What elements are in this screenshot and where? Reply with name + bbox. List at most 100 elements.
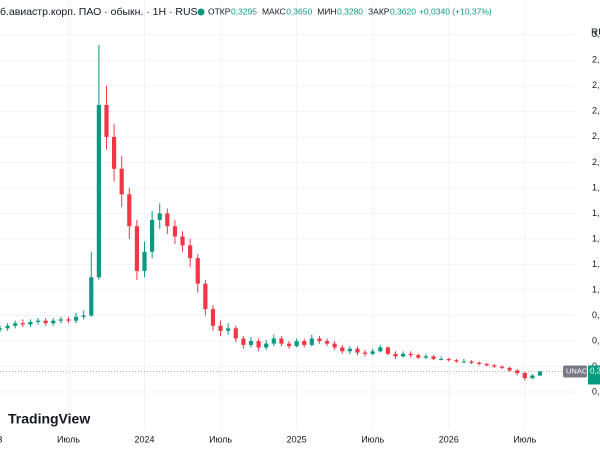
- candle-body: [13, 323, 18, 326]
- candle-body: [28, 321, 33, 325]
- candle-body: [73, 316, 79, 321]
- legend-change: +0,0340 (+10,37%): [419, 6, 492, 16]
- candle-body: [157, 213, 162, 220]
- candle-body: [20, 323, 25, 325]
- candle-body: [271, 338, 276, 344]
- candle-body: [454, 360, 459, 362]
- y-tick-label: 1,6000: [592, 208, 600, 218]
- candle-body: [180, 236, 185, 246]
- candle-body: [66, 319, 71, 321]
- candle-body: [264, 343, 269, 348]
- candle-body: [279, 338, 284, 344]
- candle-body: [347, 348, 352, 352]
- price-label: 0,3620: [590, 367, 600, 376]
- candle-body: [355, 348, 360, 353]
- candle-body: [423, 356, 429, 358]
- symbol-chip: [563, 365, 587, 378]
- candle-body: [5, 325, 10, 329]
- y-tick-label: 2,6000: [592, 80, 600, 90]
- chart-title: б.авиастр.корп. ПАО · обыкн. · 1Н · RUS: [0, 6, 198, 18]
- y-tick-label: 0,2000: [592, 387, 600, 397]
- candle-body: [111, 136, 117, 169]
- candle-body: [210, 309, 216, 326]
- y-tick-label: 2,4000: [592, 106, 600, 116]
- candle-body: [172, 226, 178, 237]
- candle-body: [188, 245, 193, 259]
- x-tick-label: Июль: [361, 434, 384, 444]
- candle-body: [507, 367, 512, 371]
- candle-body: [477, 362, 482, 365]
- candle-body: [256, 341, 261, 348]
- candle-body: [393, 353, 398, 357]
- candle-body: [286, 343, 292, 347]
- candles: [0, 44, 543, 381]
- candle-body: [150, 219, 155, 252]
- symbol-label: UNAC: [566, 366, 588, 375]
- y-tick-label: 0,6000: [592, 335, 600, 345]
- currency: RUB: [591, 28, 600, 39]
- candle-body: [241, 338, 246, 345]
- x-tick-label: Июль: [209, 434, 232, 444]
- candle-body: [385, 347, 390, 354]
- candle-body: [51, 320, 56, 324]
- candle-body: [439, 358, 444, 360]
- candle-body: [248, 341, 254, 345]
- candle-body: [446, 358, 451, 361]
- y-tick-label: 2,2000: [592, 131, 600, 141]
- candle-body: [401, 353, 406, 357]
- candle-body: [195, 258, 200, 284]
- y-tick-label: 1,4000: [592, 233, 600, 243]
- candle-body: [492, 365, 497, 367]
- candle-body: [416, 355, 421, 358]
- legend-value: 0,3620: [390, 6, 416, 16]
- x-tick-label: 2026: [439, 434, 459, 444]
- legend-label: ОТКР: [208, 6, 231, 16]
- candle-body: [530, 375, 535, 379]
- candle-body: [362, 352, 368, 354]
- candle-body: [332, 343, 337, 348]
- legend-value: 0,3280: [337, 6, 363, 16]
- candle-body: [226, 328, 231, 331]
- x-tick-label: 2023: [0, 434, 2, 444]
- x-tick-label: Июль: [57, 434, 80, 444]
- candle-body: [522, 372, 527, 379]
- candle-body: [370, 351, 375, 354]
- candle-body: [294, 341, 299, 347]
- candle-body: [499, 366, 505, 368]
- candle-body: [35, 320, 41, 322]
- candle-body: [89, 277, 94, 316]
- legend-label: ЗАКР: [368, 6, 390, 16]
- candle-body: [96, 104, 101, 278]
- x-tick-label: 2025: [287, 434, 307, 444]
- candle-body: [134, 226, 139, 271]
- candle-body: [119, 168, 124, 195]
- candle-body: [233, 328, 238, 339]
- legend-label: МИН: [317, 6, 336, 16]
- candle-body: [218, 325, 223, 331]
- candle-body: [127, 194, 132, 227]
- header: б.авиастр.корп. ПАО · обыкн. · 1Н · RUS …: [0, 6, 600, 39]
- candle-body: [469, 361, 474, 363]
- candle-body: [461, 361, 467, 363]
- candle-body: [165, 213, 170, 227]
- y-tick-label: 2,8000: [592, 55, 600, 65]
- candle-body: [408, 353, 413, 356]
- candle-body: [378, 347, 383, 352]
- candle-body: [58, 319, 63, 321]
- y-tick-label: 1,0000: [592, 284, 600, 294]
- candle-body: [431, 356, 436, 359]
- x-tick-label: Июль: [513, 434, 536, 444]
- legend-label: МАКС: [262, 6, 286, 16]
- candle-body: [104, 104, 109, 137]
- candle-body: [515, 370, 520, 373]
- candle-body: [324, 341, 330, 344]
- legend-value: 0,3650: [286, 6, 312, 16]
- y-tick-label: 2,0000: [592, 157, 600, 167]
- candle-body: [340, 347, 345, 352]
- y-tick-label: 1,2000: [592, 259, 600, 269]
- candle-body: [142, 251, 147, 271]
- candle-body: [203, 283, 208, 310]
- y-tick-label: 1,8000: [592, 182, 600, 192]
- x-tick-label: 2024: [134, 434, 154, 444]
